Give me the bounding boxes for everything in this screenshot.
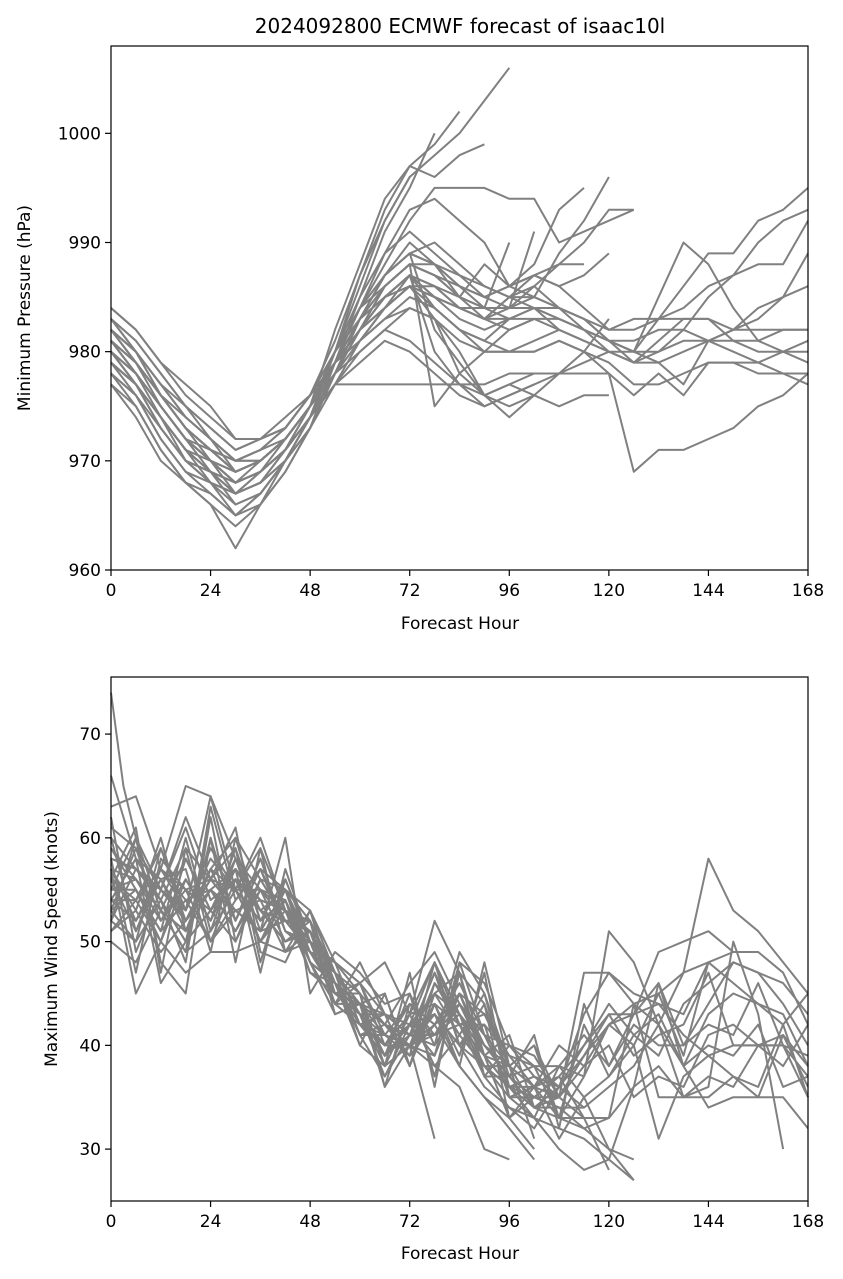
pressure-y-tick-label: 970: [69, 452, 101, 472]
wind-series-layer: [110, 692, 809, 1181]
wind-member-line-32: [110, 857, 510, 1068]
pressure-x-tick-label: 144: [692, 581, 724, 601]
pressure-member-line-7: [110, 176, 610, 517]
wind-member-line-19: [110, 826, 809, 1119]
wind-x-tick-label: 0: [106, 1212, 117, 1232]
pressure-y-tick-label: 980: [69, 343, 101, 363]
wind-y-tick-label: 70: [79, 725, 101, 745]
wind-y-axis-label: Maximum Wind Speed (knots): [42, 811, 62, 1067]
wind-x-axis-label: Forecast Hour: [401, 1244, 519, 1264]
pressure-panel: 2024092800 ECMWF forecast of isaac10l 0 2…: [15, 14, 824, 634]
pressure-y-tick-label: 1000: [58, 124, 101, 144]
wind-plot-frame: [110, 676, 809, 1202]
wind-x-tick-label: 144: [692, 1212, 724, 1232]
pressure-x-tick-label: 0: [106, 581, 117, 601]
pressure-x-tick-label: 24: [200, 581, 222, 601]
pressure-y-tick-label: 960: [69, 561, 101, 581]
pressure-member-line-25: [110, 252, 610, 517]
wind-x-tick-label: 48: [299, 1212, 321, 1232]
pressure-x-tick-label: 96: [498, 581, 520, 601]
wind-member-line-35: [110, 857, 734, 1088]
wind-y-ticks: 30 40 50 60 70: [79, 725, 111, 1160]
wind-x-tick-label: 96: [498, 1212, 520, 1232]
pressure-y-tick-label: 990: [69, 234, 101, 254]
pressure-member-line-10: [110, 187, 809, 484]
wind-member-line-29: [111, 847, 560, 1098]
pressure-member-line-32: [110, 339, 535, 484]
wind-member-line-31: [110, 857, 535, 1088]
wind-x-ticks: 0 24 48 72 96 120 144 168: [106, 1201, 824, 1232]
wind-x-tick-label: 72: [399, 1212, 421, 1232]
wind-x-tick-label: 120: [593, 1212, 625, 1232]
pressure-y-ticks: 960 970 980 990 1000: [58, 124, 111, 581]
pressure-y-axis-label: Minimum Pressure (hPa): [15, 205, 35, 411]
pressure-x-tick-label: 72: [399, 581, 421, 601]
wind-panel: 0 24 48 72 96 120 144 168 30 40 50 60 70 Forecast H…: [42, 676, 824, 1264]
pressure-member-line-26: [110, 350, 610, 550]
pressure-x-axis-label: Forecast Hour: [401, 614, 519, 634]
chart-title: 2024092800 ECMWF forecast of isaac10l: [255, 14, 665, 38]
pressure-plot-frame: [110, 45, 809, 571]
wind-y-tick-label: 40: [79, 1036, 101, 1056]
pressure-x-ticks: 0 24 48 72 96 120 144 168: [106, 570, 824, 601]
wind-y-tick-label: 30: [79, 1140, 101, 1160]
pressure-member-line-35: [110, 285, 510, 440]
wind-x-tick-label: 24: [200, 1212, 222, 1232]
wind-member-line-34: [110, 847, 709, 1088]
pressure-x-tick-label: 48: [299, 581, 321, 601]
wind-y-tick-label: 60: [79, 829, 101, 849]
wind-x-tick-label: 168: [792, 1212, 824, 1232]
wind-member-line-27: [110, 805, 560, 1109]
pressure-member-line-34: [110, 296, 560, 473]
wind-y-tick-label: 50: [79, 933, 101, 953]
pressure-x-tick-label: 168: [792, 581, 824, 601]
pressure-series-layer: [110, 67, 809, 550]
pressure-x-tick-label: 120: [593, 581, 625, 601]
